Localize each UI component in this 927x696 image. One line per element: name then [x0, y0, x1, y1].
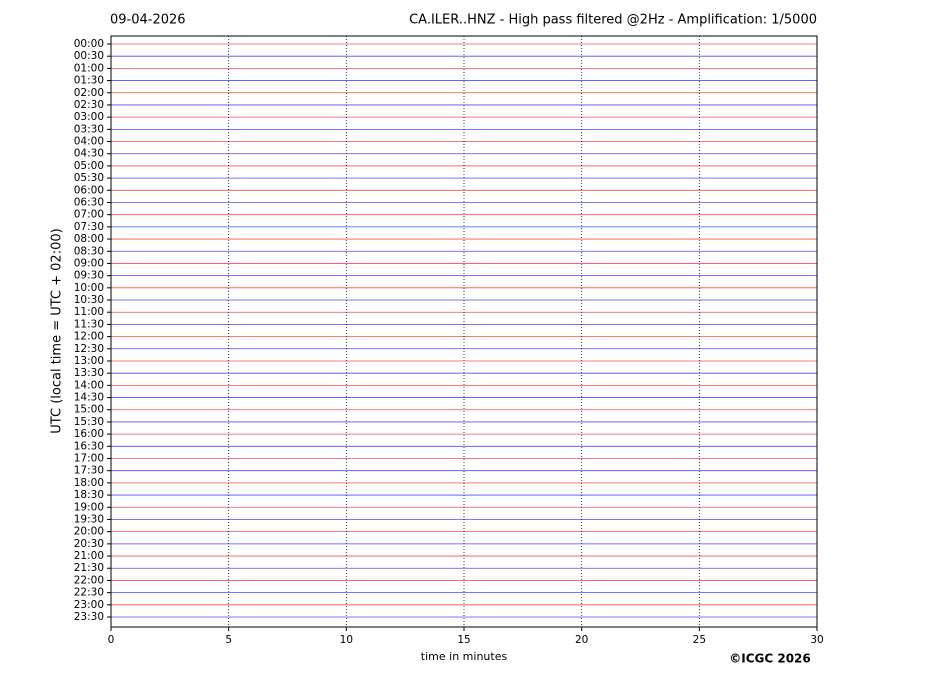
y-tick-label: 03:30 — [74, 123, 104, 135]
x-tick-label: 15 — [457, 634, 470, 646]
y-tick-label: 02:30 — [74, 99, 104, 111]
y-tick-label: 04:30 — [74, 148, 104, 160]
y-tick-label: 19:30 — [74, 513, 104, 525]
y-tick-label: 21:30 — [74, 562, 104, 574]
y-tick-label: 03:00 — [74, 111, 104, 123]
y-tick-label: 14:30 — [74, 392, 104, 404]
y-tick-label: 20:00 — [74, 526, 104, 538]
y-tick-label: 16:00 — [74, 428, 104, 440]
y-tick-label: 17:00 — [74, 453, 104, 465]
y-tick-label: 08:00 — [74, 233, 104, 245]
copyright: ©ICGC 2026 — [729, 652, 811, 666]
y-tick-label: 08:30 — [74, 245, 104, 257]
y-tick-label: 12:00 — [74, 331, 104, 343]
y-tick-label: 19:00 — [74, 501, 104, 513]
y-tick-label: 07:30 — [74, 221, 104, 233]
y-tick-label: 07:00 — [74, 209, 104, 221]
y-tick-label: 05:30 — [74, 172, 104, 184]
y-axis-label: UTC (local time = UTC + 02:00) — [50, 228, 65, 433]
y-tick-label: 09:30 — [74, 270, 104, 282]
y-tick-label: 01:30 — [74, 75, 104, 87]
y-tick-label: 13:00 — [74, 355, 104, 367]
y-tick-label: 09:00 — [74, 257, 104, 269]
y-tick-label: 18:00 — [74, 477, 104, 489]
y-tick-label: 20:30 — [74, 538, 104, 550]
y-tick-label: 23:00 — [74, 599, 104, 611]
x-axis-label: time in minutes — [421, 650, 508, 663]
y-tick-label: 21:00 — [74, 550, 104, 562]
y-tick-label: 05:00 — [74, 160, 104, 172]
y-tick-label: 11:30 — [74, 318, 104, 330]
y-tick-label: 18:30 — [74, 489, 104, 501]
y-tick-label: 01:00 — [74, 62, 104, 74]
y-tick-label: 15:30 — [74, 416, 104, 428]
y-tick-label: 23:30 — [74, 611, 104, 623]
y-tick-label: 10:30 — [74, 294, 104, 306]
plot-frame — [110, 35, 818, 628]
y-tick-label: 17:30 — [74, 465, 104, 477]
chart-title: CA.ILER..HNZ - High pass filtered @2Hz -… — [409, 13, 817, 28]
x-tick-label: 10 — [340, 634, 353, 646]
x-tick-label: 30 — [810, 634, 823, 646]
y-tick-label: 14:00 — [74, 379, 104, 391]
x-tick-label: 20 — [575, 634, 588, 646]
y-tick-label: 00:00 — [74, 38, 104, 50]
y-tick-label: 06:00 — [74, 184, 104, 196]
x-tick-label: 0 — [108, 634, 115, 646]
x-tick-label: 5 — [225, 634, 232, 646]
y-tick-label: 16:30 — [74, 440, 104, 452]
y-tick-label: 15:00 — [74, 404, 104, 416]
y-tick-label: 02:00 — [74, 87, 104, 99]
y-tick-label: 11:00 — [74, 306, 104, 318]
y-tick-label: 06:30 — [74, 196, 104, 208]
y-tick-label: 22:30 — [74, 587, 104, 599]
y-tick-label: 22:00 — [74, 574, 104, 586]
y-tick-label: 12:30 — [74, 343, 104, 355]
y-tick-label: 04:00 — [74, 136, 104, 148]
y-tick-label: 00:30 — [74, 50, 104, 62]
x-tick-label: 25 — [693, 634, 706, 646]
y-tick-label: 10:00 — [74, 282, 104, 294]
date: 09-04-2026 — [110, 13, 186, 28]
y-tick-label: 13:30 — [74, 367, 104, 379]
